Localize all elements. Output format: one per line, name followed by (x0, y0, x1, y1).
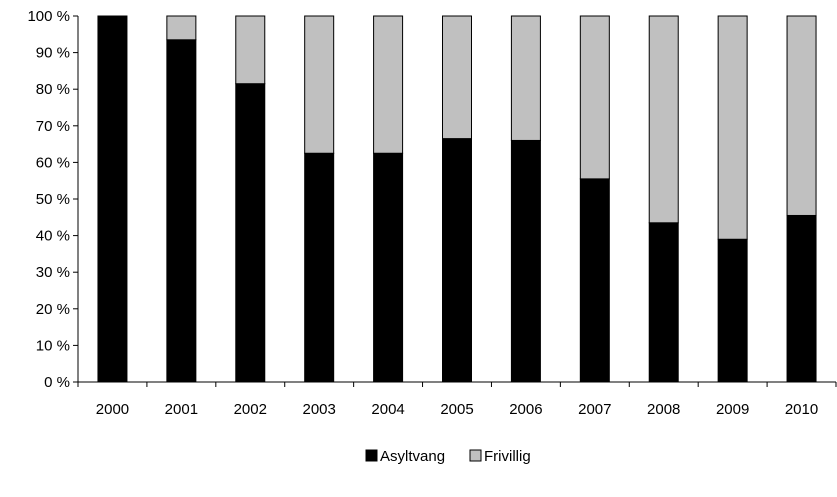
bar-segment-frivillig (648, 15, 679, 224)
bar-segment-asyltvang (717, 238, 748, 383)
x-tick-label: 2009 (716, 401, 749, 418)
x-tick-label: 2005 (440, 401, 473, 418)
bar-segment-frivillig (510, 15, 541, 141)
legend: Asyltvang Frivillig (365, 448, 531, 465)
bar-segment-asyltvang (166, 39, 197, 383)
legend-swatch-frivillig (469, 449, 482, 462)
bar-segment-asyltvang (235, 83, 266, 383)
y-tick-label: 100 % (27, 8, 70, 25)
x-tick-label: 2003 (302, 401, 335, 418)
bars (97, 15, 817, 383)
x-tick-label: 2006 (509, 401, 542, 418)
bar-segment-asyltvang (648, 222, 679, 383)
x-tick-label: 2004 (371, 401, 404, 418)
x-tick-label: 2008 (647, 401, 680, 418)
x-tick-label: 2002 (234, 401, 267, 418)
bar-segment-frivillig (786, 15, 817, 216)
y-tick-label: 50 % (36, 191, 70, 208)
bar-segment-frivillig (373, 15, 404, 154)
y-tick-label: 90 % (36, 45, 70, 62)
bar-segment-asyltvang (579, 178, 610, 383)
x-tick-label: 2000 (96, 401, 129, 418)
y-tick-label: 10 % (36, 337, 70, 354)
x-axis-ticks: 2000 2001 2002 2003 2004 2005 2006 2007 2008 2009… (77, 382, 837, 418)
y-tick-label: 20 % (36, 301, 70, 318)
y-tick-label: 80 % (36, 81, 70, 98)
bar-segment-frivillig (235, 15, 266, 85)
bar-segment-asyltvang (442, 138, 472, 383)
bar-segment-asyltvang (97, 15, 128, 383)
x-tick-label: 2007 (578, 401, 611, 418)
bar-segment-frivillig (442, 15, 472, 140)
legend-label-asyltvang: Asyltvang (380, 448, 445, 465)
bar-segment-asyltvang (510, 139, 541, 383)
bar-segment-frivillig (166, 15, 197, 41)
y-tick-label: 40 % (36, 228, 70, 245)
y-tick-label: 0 % (44, 374, 70, 391)
y-tick-label: 30 % (36, 264, 70, 281)
y-tick-label: 70 % (36, 118, 70, 135)
bar-segment-asyltvang (373, 152, 404, 383)
bar-segment-asyltvang (786, 214, 817, 383)
legend-swatch-asyltvang (365, 449, 378, 462)
x-tick-label: 2010 (785, 401, 818, 418)
y-tick-label: 60 % (36, 154, 70, 171)
legend-label-frivillig: Frivillig (484, 448, 531, 465)
bar-segment-frivillig (717, 15, 748, 240)
bar-segment-frivillig (304, 15, 335, 154)
y-axis-ticks: 0 % 10 % 20 % 30 % 40 % 50 % 60 % 70 % 80 % 90 % 1… (27, 8, 78, 391)
x-tick-label: 2001 (165, 401, 198, 418)
bar-segment-asyltvang (304, 152, 335, 383)
bar-segment-frivillig (579, 15, 610, 180)
